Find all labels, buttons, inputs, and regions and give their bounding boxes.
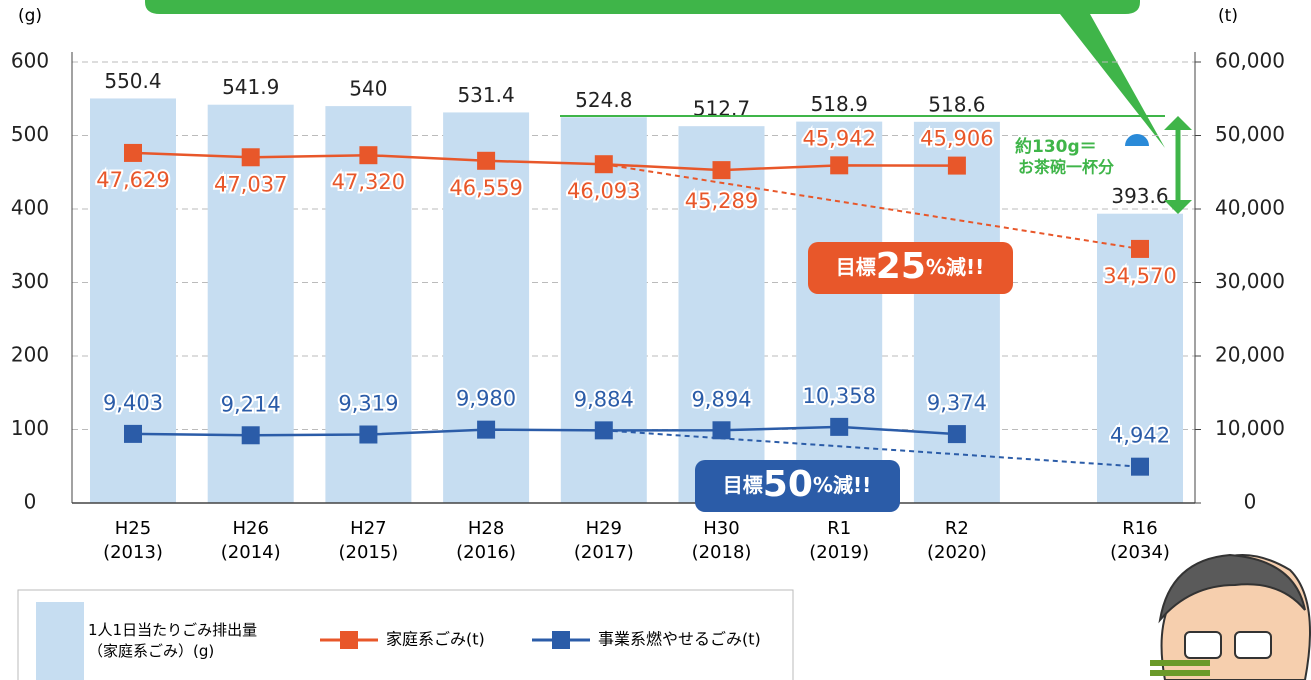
annotation: お茶碗一杯分 bbox=[1018, 158, 1114, 177]
data-label: 47,037 bbox=[214, 172, 287, 196]
bar-value-label: 518.9 bbox=[811, 92, 868, 116]
line-marker bbox=[1131, 458, 1149, 476]
y-unit: (g) bbox=[18, 6, 42, 26]
data-label: 4,942 bbox=[1110, 424, 1170, 448]
legend-marker bbox=[340, 631, 358, 649]
line-marker bbox=[713, 421, 731, 439]
x-tick-sublabel: (2016) bbox=[456, 542, 516, 563]
x-tick-label: R1 bbox=[827, 518, 851, 539]
x-tick-label: H29 bbox=[586, 518, 622, 539]
plot: 0 100 200 300 400 500 600 0 10,000 20,000 30,000 40… bbox=[11, 49, 1285, 564]
bar-value-label: 550.4 bbox=[104, 69, 161, 93]
bar-value-label: 541.9 bbox=[222, 75, 279, 99]
line-marker bbox=[713, 161, 731, 179]
line-marker bbox=[1131, 240, 1149, 258]
data-label: 9,403 bbox=[103, 391, 163, 415]
legend-label: 1人1日当たりごみ排出量（家庭系ごみ）(g) bbox=[88, 620, 266, 662]
chart: 0 100 200 300 400 500 600 0 10,000 20,000 30,000 40… bbox=[0, 0, 1311, 680]
data-label: 9,980 bbox=[456, 387, 516, 411]
data-label: 47,629 bbox=[96, 168, 169, 192]
data-label: 46,559 bbox=[449, 176, 522, 200]
line-marker bbox=[830, 156, 848, 174]
data-label: 34,570 bbox=[1103, 264, 1176, 288]
bar-value-label: 531.4 bbox=[457, 83, 514, 107]
y-tick-label: 0 bbox=[24, 490, 37, 514]
x-tick-sublabel: (2015) bbox=[338, 542, 398, 563]
line-marker bbox=[124, 144, 142, 162]
x-tick-sublabel: (2034) bbox=[1110, 542, 1170, 563]
x-tick-sublabel: (2018) bbox=[692, 542, 752, 563]
bar-value-label: 512.7 bbox=[693, 97, 750, 121]
data-label: 46,093 bbox=[567, 179, 640, 203]
line-marker bbox=[242, 148, 260, 166]
bar-value-label: 524.8 bbox=[575, 88, 632, 112]
bar bbox=[561, 117, 647, 503]
y2-tick-label: 50,000 bbox=[1215, 122, 1285, 146]
speech-bubble bbox=[145, 0, 1165, 148]
y-tick-label: 500 bbox=[11, 122, 49, 146]
legend-label: 事業系燃やせるごみ(t) bbox=[598, 630, 761, 649]
data-label: 9,894 bbox=[691, 387, 751, 411]
x-tick-sublabel: (2014) bbox=[221, 542, 281, 563]
x-tick-label: H28 bbox=[468, 518, 504, 539]
legend-marker bbox=[552, 631, 570, 649]
line-marker bbox=[124, 425, 142, 443]
y-tick-label: 400 bbox=[11, 196, 49, 220]
line-marker bbox=[242, 426, 260, 444]
bar-value-label: 518.6 bbox=[928, 92, 985, 116]
y-tick-label: 200 bbox=[11, 343, 49, 367]
y-tick-label: 600 bbox=[11, 49, 49, 73]
data-label: 9,374 bbox=[927, 391, 987, 415]
bar-value-label: 540 bbox=[349, 77, 387, 101]
line-marker bbox=[477, 152, 495, 170]
legend-swatch bbox=[36, 602, 84, 680]
data-label: 45,942 bbox=[802, 126, 875, 150]
line-marker bbox=[830, 418, 848, 436]
line-marker bbox=[948, 157, 966, 175]
x-tick-label: R2 bbox=[945, 518, 969, 539]
annotation: 約130g＝ bbox=[1015, 136, 1097, 157]
line-marker bbox=[595, 155, 613, 173]
y2-unit: (t) bbox=[1218, 6, 1238, 26]
line-marker bbox=[359, 146, 377, 164]
x-tick-sublabel: (2017) bbox=[574, 542, 634, 563]
x-tick-label: H30 bbox=[703, 518, 739, 539]
x-tick-label: H25 bbox=[115, 518, 151, 539]
x-tick-label: H27 bbox=[350, 518, 386, 539]
y-tick-label: 300 bbox=[11, 269, 49, 293]
y2-tick-label: 40,000 bbox=[1215, 196, 1285, 220]
x-tick-label: R16 bbox=[1122, 518, 1157, 539]
data-label: 10,358 bbox=[802, 384, 875, 408]
line-marker bbox=[948, 425, 966, 443]
character-illustration bbox=[1150, 555, 1310, 680]
x-tick-sublabel: (2013) bbox=[103, 542, 163, 563]
y2-tick-label: 0 bbox=[1244, 490, 1257, 514]
y2-tick-label: 60,000 bbox=[1215, 49, 1285, 73]
y2-tick-label: 30,000 bbox=[1215, 269, 1285, 293]
bar bbox=[443, 112, 529, 503]
legend-label-box: 1人1日当たりごみ排出量（家庭系ごみ）(g) bbox=[88, 620, 303, 670]
data-label: 9,884 bbox=[574, 387, 634, 411]
line-marker bbox=[595, 421, 613, 439]
data-label: 9,214 bbox=[221, 392, 281, 416]
x-tick-label: H26 bbox=[232, 518, 268, 539]
y-tick-label: 100 bbox=[11, 416, 49, 440]
data-label: 9,319 bbox=[338, 392, 398, 416]
x-tick-sublabel: (2020) bbox=[927, 542, 987, 563]
y2-tick-label: 20,000 bbox=[1215, 343, 1285, 367]
bowl-icon bbox=[1124, 146, 1150, 159]
data-label: 47,320 bbox=[332, 170, 405, 194]
x-tick-sublabel: (2019) bbox=[809, 542, 869, 563]
legend-label: 家庭系ごみ(t) bbox=[386, 630, 485, 649]
y2-tick-label: 10,000 bbox=[1215, 416, 1285, 440]
line-marker bbox=[359, 426, 377, 444]
data-label: 45,906 bbox=[920, 127, 993, 151]
line-marker bbox=[477, 421, 495, 439]
bar-value-label: 393.6 bbox=[1111, 184, 1168, 208]
data-label: 45,289 bbox=[685, 189, 758, 213]
bar bbox=[914, 122, 1000, 503]
